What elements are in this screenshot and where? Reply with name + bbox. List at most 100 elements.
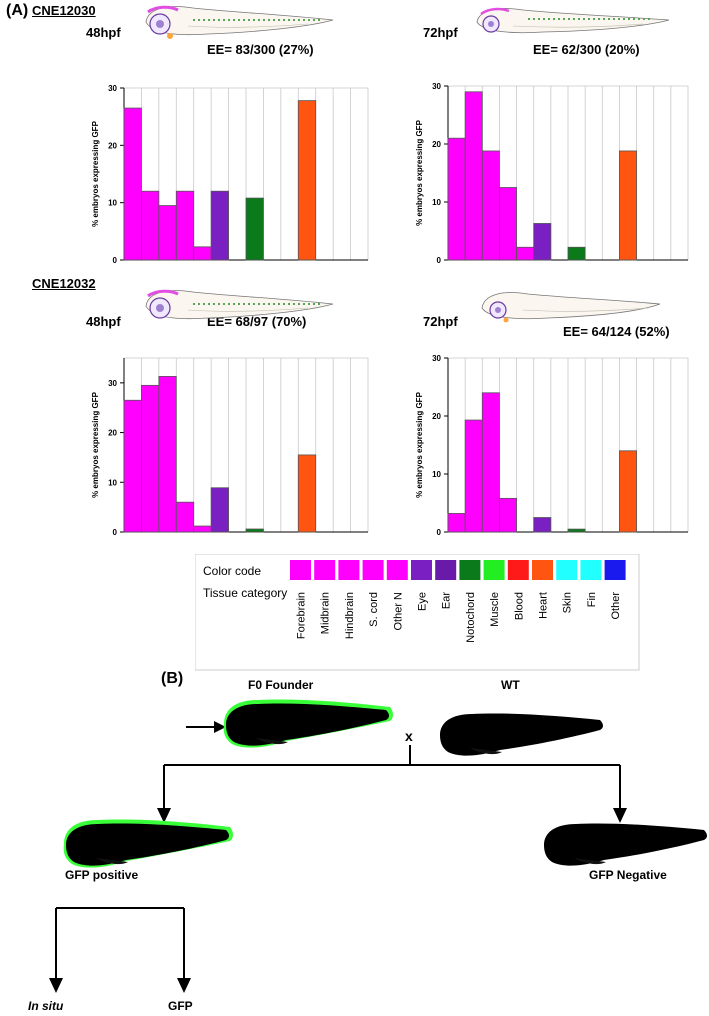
y-tick-label: 0 — [113, 528, 118, 536]
bar-midbrain — [464, 91, 483, 261]
bar-heart — [619, 450, 637, 533]
y-tick-label: 0 — [437, 256, 442, 264]
legend-swatch — [435, 560, 457, 580]
bar-forebrain — [123, 107, 142, 261]
bar-s-cord — [499, 187, 517, 261]
legend-item-label: Other — [610, 592, 622, 620]
bar-hindbrain — [158, 205, 177, 261]
y-tick-label: 30 — [432, 354, 441, 363]
legend-item-label: Hindbrain — [344, 592, 356, 639]
bar-notochord — [567, 528, 586, 533]
y-tick-label: 30 — [108, 84, 117, 93]
bar-chart-cne12030-72hpf: 0 10 20 30 % embryos expressing GFP — [415, 82, 689, 264]
legend-swatch — [338, 560, 360, 580]
panel-a-label: (A) — [6, 2, 29, 19]
arrow-icon — [186, 721, 226, 733]
bar-forebrain — [447, 513, 466, 533]
legend-swatch — [362, 560, 384, 580]
y-tick-label: 10 — [108, 478, 117, 487]
y-tick-label: 20 — [108, 141, 117, 150]
y-axis-label: % embryos expressing GFP — [91, 391, 100, 497]
legend-item-label: Skin — [562, 592, 574, 613]
y-axis-label: % embryos expressing GFP — [91, 120, 100, 226]
legend-swatch — [483, 560, 505, 580]
arrow-down-icon — [49, 978, 63, 993]
bar-s-cord — [499, 497, 517, 533]
legend-swatch — [532, 560, 553, 580]
bar-midbrain — [141, 190, 160, 261]
wt-label: WT — [501, 678, 520, 692]
y-tick-label: 20 — [108, 429, 117, 438]
bar-heart — [619, 150, 637, 261]
bar-midbrain — [141, 384, 160, 533]
legend-item-label: Muscle — [489, 592, 501, 627]
y-tick-label: 30 — [432, 82, 441, 91]
bar-heart — [297, 100, 317, 261]
in-situ-label: In situ — [28, 999, 64, 1013]
ee-label-3: EE= 68/97 (70%) — [207, 314, 307, 329]
legend-item-label: Midbrain — [320, 592, 332, 634]
gfp-label: GFP — [168, 999, 193, 1013]
bar-forebrain — [123, 399, 142, 533]
y-tick-label: 0 — [437, 528, 442, 536]
stage-label-2: 72hpf — [423, 25, 458, 40]
legend-item-label: Eye — [417, 592, 429, 611]
stage-label-4: 72hpf — [423, 314, 458, 329]
founder-fish-icon — [223, 699, 393, 748]
y-tick-label: 0 — [113, 256, 118, 264]
bar-s-cord — [175, 501, 195, 533]
legend-swatch — [314, 560, 336, 580]
gfp-negative-label: GFP Negative — [589, 868, 667, 882]
ee-label-1: EE= 83/300 (27%) — [207, 42, 314, 57]
bar-chart-cne12032-72hpf: 0 10 20 30 % embryos expressing GFP — [415, 354, 689, 536]
legend-item-label: Forebrain — [296, 592, 308, 639]
bar-hindbrain — [158, 375, 177, 533]
bar-notochord — [567, 246, 586, 261]
legend-item-label: Fin — [586, 592, 598, 607]
gfp-negative-fish-icon — [544, 823, 707, 866]
legend-item-label: Ear — [441, 592, 453, 609]
bar-forebrain — [447, 137, 466, 261]
color-legend: Color code Tissue category Forebrain Midb… — [195, 554, 640, 671]
bar-other-n — [193, 525, 212, 533]
y-tick-label: 10 — [432, 470, 441, 479]
construct-label-2: CNE12032 — [32, 276, 96, 291]
bar-eye — [533, 517, 552, 533]
y-axis-label: % embryos expressing GFP — [415, 119, 424, 225]
bar-other-n — [193, 246, 212, 261]
bar-eye — [210, 190, 229, 261]
bar-notochord — [245, 197, 264, 261]
embryo-illustration-48hpf-a — [145, 5, 334, 39]
bar-heart — [297, 454, 317, 533]
wt-fish-icon — [440, 713, 603, 756]
legend-swatch — [580, 560, 602, 580]
legend-swatch — [604, 560, 626, 580]
embryo-illustration-48hpf-b — [145, 289, 334, 320]
y-tick-label: 20 — [432, 412, 441, 421]
arrow-down-icon — [613, 808, 627, 823]
ee-label-2: EE= 62/300 (20%) — [533, 42, 640, 57]
legend-swatch — [386, 560, 408, 580]
y-tick-label: 10 — [432, 198, 441, 207]
breeding-scheme — [49, 699, 707, 993]
legend-swatch — [459, 560, 481, 580]
legend-swatch — [290, 560, 311, 580]
bar-other-n — [516, 246, 535, 261]
bar-chart-cne12032-48hpf: 0 10 20 30 % embryos expressing GFP — [91, 357, 369, 536]
legend-swatch — [556, 560, 578, 580]
y-tick-label: 10 — [108, 199, 117, 208]
bar-notochord — [245, 528, 264, 533]
bar-hindbrain — [481, 150, 500, 261]
legend-item-label: S. cord — [368, 592, 380, 627]
embryo-illustration-72hpf-a — [476, 7, 670, 34]
legend-swatch — [507, 560, 529, 580]
legend-item-label: Other N — [392, 592, 404, 631]
gfp-positive-label: GFP positive — [65, 868, 139, 882]
legend-item-label: Heart — [538, 592, 550, 619]
legend-tissue-category-label: Tissue category — [203, 586, 287, 600]
y-axis-label: % embryos expressing GFP — [415, 391, 424, 497]
arrow-down-icon — [177, 978, 191, 993]
bar-s-cord — [175, 190, 195, 261]
stage-label-1: 48hpf — [86, 25, 121, 40]
bar-midbrain — [464, 419, 483, 533]
